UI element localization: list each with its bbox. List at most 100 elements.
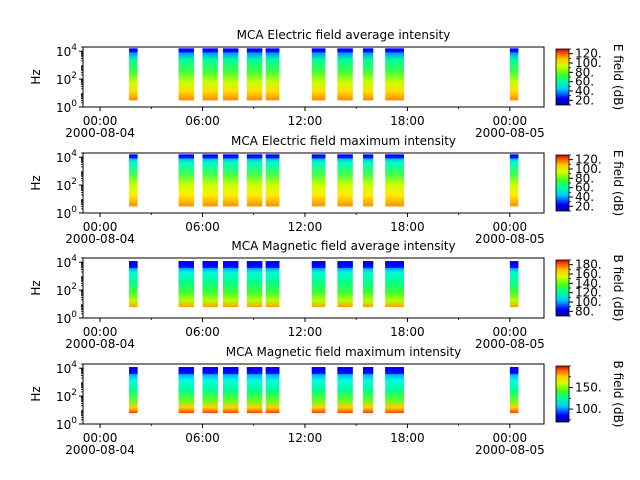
colorbar-label: E field (dB)	[611, 44, 625, 110]
data-segment	[178, 154, 194, 207]
data-segment-cap	[246, 154, 263, 159]
data-segment	[363, 154, 374, 207]
colorbar-tick-label: 120.	[575, 153, 602, 167]
colorbar-label: B field (dB)	[611, 255, 625, 322]
data-segment-cap	[246, 261, 263, 269]
x-tick-time: 00:00	[83, 325, 118, 339]
colorbar	[555, 48, 570, 106]
y-tick-label: 102	[56, 177, 77, 193]
x-tick-time: 18:00	[390, 220, 425, 234]
data-segment-cap	[265, 261, 280, 269]
data-segment	[265, 48, 280, 101]
data-segment-cap	[178, 261, 194, 269]
data-segment-cap	[311, 48, 326, 53]
data-segment-cap	[385, 367, 404, 375]
y-tick-label: 100	[56, 416, 77, 432]
data-segment-cap	[178, 367, 194, 375]
data-segment	[385, 367, 404, 414]
panel-1: MCA Electric field average intensity Hz 10…	[29, 28, 625, 140]
colorbar	[555, 154, 570, 212]
x-tick-time: 12:00	[288, 114, 323, 128]
y-axis-label: Hz	[29, 386, 43, 401]
colorbar-tick-label: 100.	[575, 162, 602, 176]
data-segment-cap	[223, 261, 239, 269]
data-segment	[129, 261, 138, 308]
panel-4: MCA Magnetic field maximum intensity Hz 10…	[29, 345, 625, 457]
panel-3: MCA Magnetic field average intensity Hz 10…	[29, 239, 625, 351]
data-segment-cap	[223, 154, 239, 159]
x-tick-time: 06:00	[185, 325, 220, 339]
colorbar-tick-label: 20.	[575, 93, 594, 107]
data-segment	[385, 154, 404, 207]
data-segment	[202, 367, 218, 414]
data-segment	[337, 261, 353, 308]
x-tick-date: 2000-08-05	[475, 337, 545, 351]
data-segment	[246, 367, 263, 414]
data-segment	[509, 48, 519, 101]
data-segment	[129, 48, 138, 101]
data-segment	[129, 154, 138, 207]
data-segment-cap	[509, 154, 519, 159]
data-segment-cap	[129, 48, 138, 53]
data-segment	[178, 367, 194, 414]
y-tick-label: 104	[56, 149, 77, 165]
y-tick-label: 104	[56, 254, 77, 270]
x-tick-date: 2000-08-04	[65, 337, 135, 351]
colorbar	[555, 259, 570, 317]
x-tick-date: 2000-08-05	[475, 443, 545, 457]
y-tick-label: 102	[56, 282, 77, 298]
data-segment	[337, 154, 353, 207]
colorbar-tick-label: 40.	[575, 84, 594, 98]
colorbar-tick-label: 20.	[575, 199, 594, 213]
axes-frame	[82, 363, 545, 425]
colorbar	[555, 365, 570, 423]
x-tick-time: 18:00	[390, 114, 425, 128]
data-segment-cap	[337, 154, 353, 159]
data-segment	[509, 367, 519, 414]
data-segment-cap	[385, 48, 404, 53]
data-segment	[337, 48, 353, 101]
data-segment-cap	[337, 261, 353, 269]
data-segment-cap	[509, 48, 519, 53]
data-segment	[385, 261, 404, 308]
data-segment-cap	[246, 48, 263, 53]
data-segment	[202, 261, 218, 308]
data-segment	[223, 154, 239, 207]
colorbar-label: E field (dB)	[611, 150, 625, 216]
x-tick-time: 00:00	[83, 114, 118, 128]
data-segment-cap	[178, 48, 194, 53]
colorbar-tick-label: 80.	[575, 304, 594, 318]
x-tick-date: 2000-08-05	[475, 126, 545, 140]
data-segment-cap	[311, 261, 326, 269]
y-tick-label: 102	[56, 388, 77, 404]
x-tick-time: 00:00	[493, 114, 528, 128]
x-tick-time: 12:00	[288, 220, 323, 234]
axes-frame	[82, 152, 545, 214]
x-tick-time: 00:00	[493, 431, 528, 445]
data-segment	[265, 154, 280, 207]
data-segment-cap	[129, 261, 138, 269]
data-segment	[311, 367, 326, 414]
data-segment-cap	[223, 367, 239, 375]
x-tick-date: 2000-08-04	[65, 126, 135, 140]
data-segment	[509, 154, 519, 207]
axes-frame	[82, 46, 545, 108]
data-segment	[202, 154, 218, 207]
colorbar-tick-label: 100.	[575, 295, 602, 309]
colorbar-tick-label: 120.	[575, 286, 602, 300]
data-segment	[246, 48, 263, 101]
data-segment	[246, 154, 263, 207]
data-segment	[265, 261, 280, 308]
data-segment-cap	[246, 367, 263, 375]
panel-title: MCA Electric field maximum intensity	[231, 134, 456, 148]
data-segment-cap	[202, 261, 218, 269]
x-tick-time: 00:00	[493, 325, 528, 339]
data-segment	[311, 154, 326, 207]
data-segment	[363, 48, 374, 101]
data-segment-cap	[509, 367, 519, 375]
data-segment-cap	[223, 48, 239, 53]
data-segment	[202, 48, 218, 101]
data-segment-cap	[265, 154, 280, 159]
data-segment	[178, 261, 194, 308]
